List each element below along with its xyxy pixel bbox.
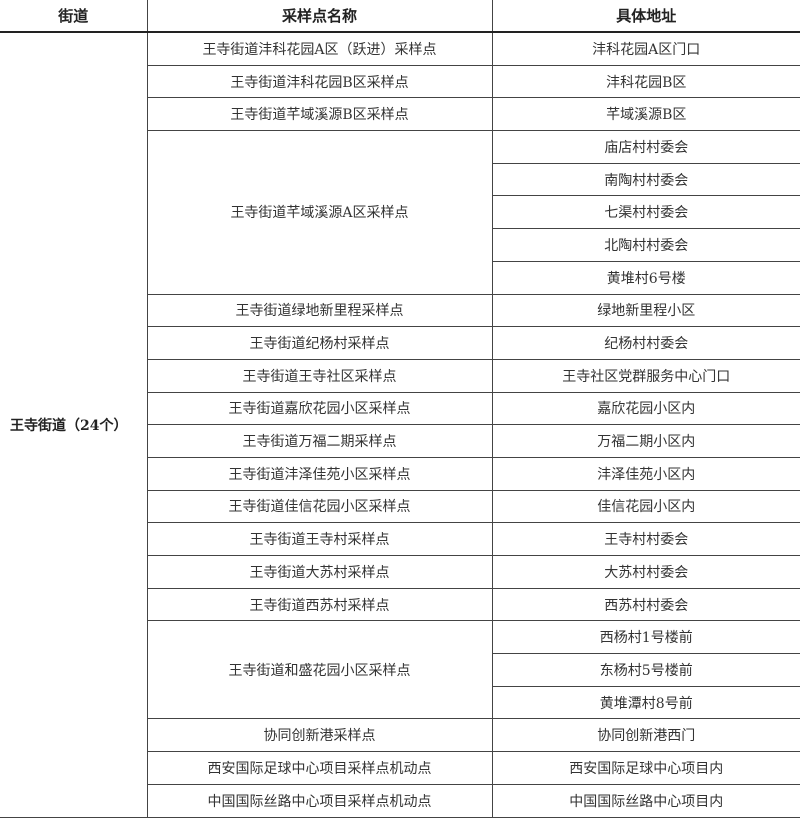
table-row: 王寺街道沣科花园B区采样点 沣科花园B区 — [0, 64, 800, 99]
table-row: 中国国际丝路中心项目采样点机动点 中国国际丝路中心项目内 — [0, 783, 800, 818]
site-name-cell: 中国国际丝路中心项目采样点机动点 — [146, 783, 493, 818]
address-cell: 西安国际足球中心项目内 — [491, 751, 800, 785]
site-name-cell: 王寺街道沣科花园B区采样点 — [146, 64, 493, 99]
address-cell: 沣科花园A区门口 — [491, 31, 800, 66]
table-row: 王寺街道绿地新里程采样点 绿地新里程小区 — [0, 293, 800, 328]
address-cell: 七渠村村委会 — [491, 195, 800, 230]
table-row: 王寺街道佳信花园小区采样点 佳信花园小区内 — [0, 489, 800, 524]
site-name-cell: 王寺街道大苏村采样点 — [146, 555, 493, 589]
header-address: 具体地址 — [491, 0, 800, 33]
address-cell: 黄堆潭村8号前 — [491, 685, 800, 720]
address-cell: 芊域溪源B区 — [491, 97, 800, 132]
table-row: 黄堆村6号楼 — [0, 260, 800, 295]
address-cell: 黄堆村6号楼 — [491, 260, 800, 295]
table-row: 协同创新港采样点 协同创新港西门 — [0, 718, 800, 753]
site-name-cell: 王寺街道王寺社区采样点 — [146, 358, 493, 393]
site-name-cell: 王寺街道和盛花园小区采样点 — [146, 620, 493, 720]
site-name-cell: 王寺街道西苏村采样点 — [146, 587, 493, 622]
table-row: 王寺街道芊域溪源A区采样点 庙店村村委会 — [0, 130, 800, 295]
table-row: 王寺街道嘉欣花园小区采样点 嘉欣花园小区内 — [0, 391, 800, 426]
site-name-cell: 协同创新港采样点 — [146, 718, 493, 753]
table-row: 王寺街道大苏村采样点 大苏村村委会 — [0, 555, 800, 589]
site-name-cell: 王寺街道王寺村采样点 — [146, 522, 493, 556]
address-cell: 王寺社区党群服务中心门口 — [491, 358, 800, 393]
address-cell: 嘉欣花园小区内 — [491, 391, 800, 426]
address-cell: 沣科花园B区 — [491, 64, 800, 99]
header-row: 街道 采样点名称 具体地址 — [0, 0, 800, 33]
address-cell: 大苏村村委会 — [491, 555, 800, 589]
site-name-cell: 王寺街道芊域溪源A区采样点 — [146, 130, 493, 295]
address-cell: 纪杨村村委会 — [491, 326, 800, 360]
table-row: 王寺街道万福二期采样点 万福二期小区内 — [0, 424, 800, 458]
site-name-cell: 王寺街道嘉欣花园小区采样点 — [146, 391, 493, 426]
table-row: 王寺街道（24个） 王寺街道沣科花园A区（跃进）采样点 沣科花园A区门口 — [0, 31, 800, 818]
table-row: 西安国际足球中心项目采样点机动点 西安国际足球中心项目内 — [0, 751, 800, 785]
site-name-cell: 王寺街道佳信花园小区采样点 — [146, 489, 493, 524]
address-cell: 中国国际丝路中心项目内 — [491, 783, 800, 818]
address-cell: 东杨村5号楼前 — [491, 653, 800, 687]
address-cell: 西杨村1号楼前 — [491, 620, 800, 655]
site-name-cell: 王寺街道芊域溪源B区采样点 — [146, 97, 493, 132]
site-name-cell: 王寺街道万福二期采样点 — [146, 424, 493, 458]
address-cell: 庙店村村委会 — [491, 130, 800, 164]
address-cell: 沣泽佳苑小区内 — [491, 456, 800, 491]
site-name-cell: 王寺街道纪杨村采样点 — [146, 326, 493, 360]
address-cell: 北陶村村委会 — [491, 228, 800, 262]
table-row: 王寺街道和盛花园小区采样点 西杨村1号楼前 — [0, 620, 800, 720]
table-row: 南陶村村委会 — [0, 162, 800, 197]
address-cell: 绿地新里程小区 — [491, 293, 800, 328]
address-cell: 万福二期小区内 — [491, 424, 800, 458]
street-cell: 王寺街道（24个） — [0, 31, 148, 818]
address-cell: 王寺村村委会 — [491, 522, 800, 556]
address-cell: 协同创新港西门 — [491, 718, 800, 753]
site-name-cell: 王寺街道沣泽佳苑小区采样点 — [146, 456, 493, 491]
address-cell: 佳信花园小区内 — [491, 489, 800, 524]
site-name-cell: 王寺街道沣科花园A区（跃进）采样点 — [146, 31, 493, 66]
site-name-cell: 王寺街道绿地新里程采样点 — [146, 293, 493, 328]
address-cell: 南陶村村委会 — [491, 162, 800, 197]
header-site-name: 采样点名称 — [146, 0, 493, 33]
site-name-cell: 西安国际足球中心项目采样点机动点 — [146, 751, 493, 785]
address-cell: 西苏村村委会 — [491, 587, 800, 622]
table-row: 王寺街道王寺村采样点 王寺村村委会 — [0, 522, 800, 556]
header-street: 街道 — [0, 0, 148, 33]
